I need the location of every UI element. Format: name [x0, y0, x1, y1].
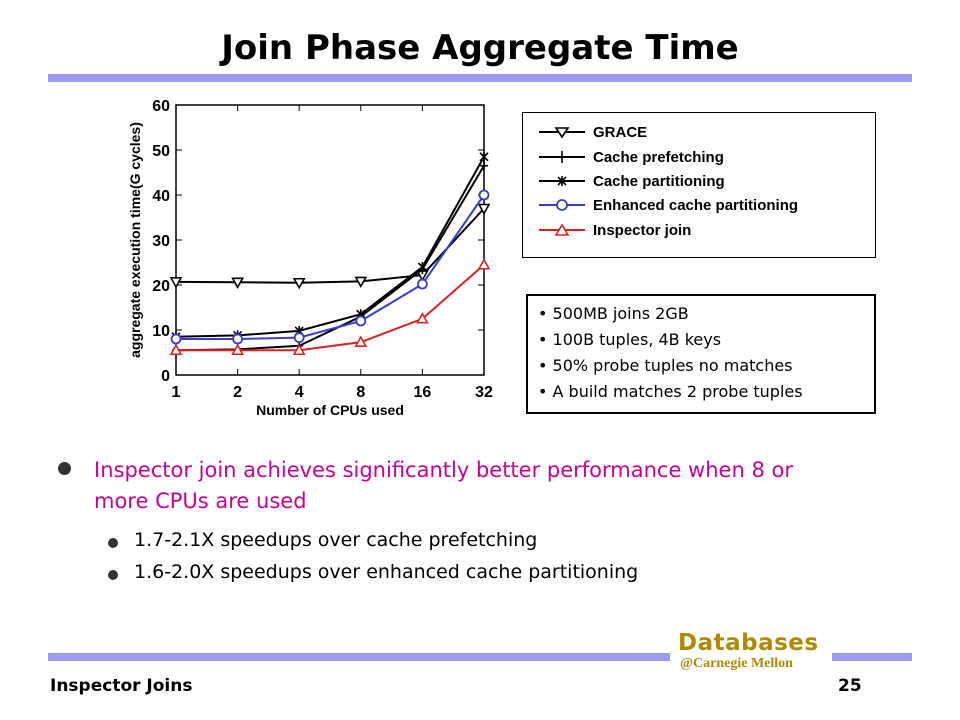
x-tick-label: 4: [295, 384, 304, 401]
data-point-s3-3: [355, 315, 367, 327]
y-tick-label: 20: [152, 278, 170, 295]
data-point-s3-0: [170, 333, 182, 345]
series-line-0: [175, 207, 485, 284]
legend-item-grace: GRACE: [537, 121, 867, 143]
data-point-s0-3: [354, 276, 368, 289]
data-point-s4-2: [292, 343, 306, 356]
experiment-notes-box: • 500MB joins 2GB • 100B tuples, 4B keys…: [526, 294, 876, 414]
slide-title: Join Phase Aggregate Time: [221, 28, 739, 68]
note-item: • A build matches 2 probe tuples: [538, 382, 803, 401]
chart-legend: GRACE Cache prefetching Cache partitioni…: [522, 112, 876, 258]
y-tick-label: 10: [152, 323, 170, 340]
data-point-s4-0: [169, 343, 183, 356]
legend-item-cache-prefetching: Cache prefetching: [537, 146, 867, 168]
data-point-s3-5: [478, 189, 490, 201]
x-tick-label: 2: [233, 384, 242, 401]
legend-label: Inspector join: [593, 222, 692, 239]
page-number: 25: [838, 676, 862, 696]
footer-divider-left: [48, 653, 670, 661]
data-point-s0-2: [292, 277, 306, 290]
main-bullet-text: Inspector join achieves significantly be…: [94, 458, 793, 513]
x-tick-label: 32: [475, 384, 493, 401]
line-chart: 0 10 20 30 40 50 60 1 2 4 8 16 32 Number of CPUs used…: [127, 98, 493, 418]
logo-subtitle: @Carnegie Mellon: [680, 656, 793, 671]
footer-title: Inspector Joins: [50, 676, 193, 696]
legend-item-inspector-join: Inspector join: [537, 219, 867, 241]
series-line-4: [176, 263, 485, 352]
data-point-s4-4: [416, 312, 429, 324]
legend-marker-cache-partitioning: [539, 176, 585, 186]
legend-item-enhanced-cache-partitioning: Enhanced cache partitioning: [537, 194, 867, 216]
sub-bullet-dot: [108, 538, 118, 548]
sub-bullet-text: 1.6-2.0X speedups over enhanced cache pa…: [134, 561, 639, 583]
data-point-s4-5: [477, 258, 491, 270]
legend-marker-grace: [539, 127, 585, 139]
legend-label: Cache prefetching: [593, 149, 724, 166]
series-line-2: [175, 156, 485, 338]
y-tick-label: 30: [152, 233, 170, 250]
y-axis-label: aggregate execution time(G cycles): [127, 122, 143, 358]
sub-bullet-dot: [108, 570, 118, 580]
note-item: • 100B tuples, 4B keys: [538, 330, 722, 349]
series-line-3: [176, 194, 485, 340]
data-point-s0-0: [169, 277, 183, 289]
sub-bullet-text: 1.7-2.1X speedups over cache prefetching: [134, 529, 538, 551]
y-tick-label: 50: [152, 143, 170, 160]
data-point-s4-3: [354, 335, 368, 347]
legend-item-cache-partitioning: Cache partitioning: [537, 170, 867, 192]
data-point-s0-5: [477, 203, 491, 216]
data-point-s4-1: [231, 343, 244, 356]
legend-marker-cache-prefetching: [539, 151, 585, 163]
y-tick-label: 60: [152, 98, 170, 115]
data-point-s3-4: [416, 278, 428, 290]
legend-marker-inspector-join: [539, 223, 585, 236]
y-tick-label: 0: [161, 368, 170, 385]
x-tick-label: 1: [172, 384, 181, 401]
title-divider: [48, 74, 912, 82]
x-axis-label: Number of CPUs used: [256, 402, 404, 418]
data-point-s0-1: [231, 277, 244, 289]
legend-label: Enhanced cache partitioning: [593, 197, 799, 214]
note-item: • 500MB joins 2GB: [538, 304, 689, 323]
legend-label: GRACE: [593, 124, 648, 141]
footer-divider-right: [832, 653, 912, 661]
bullet-dot: [58, 462, 71, 475]
y-tick-label: 40: [152, 188, 170, 205]
data-point-s3-1: [232, 333, 244, 345]
x-tick-label: 16: [414, 384, 432, 401]
legend-label: Cache partitioning: [593, 173, 725, 190]
legend-marker-enhanced-cache-partitioning: [539, 199, 585, 211]
note-item: • 50% probe tuples no matches: [538, 356, 793, 375]
data-point-s3-2: [293, 332, 305, 344]
databases-logo: Databases: [678, 630, 819, 656]
x-tick-label: 8: [356, 384, 365, 401]
